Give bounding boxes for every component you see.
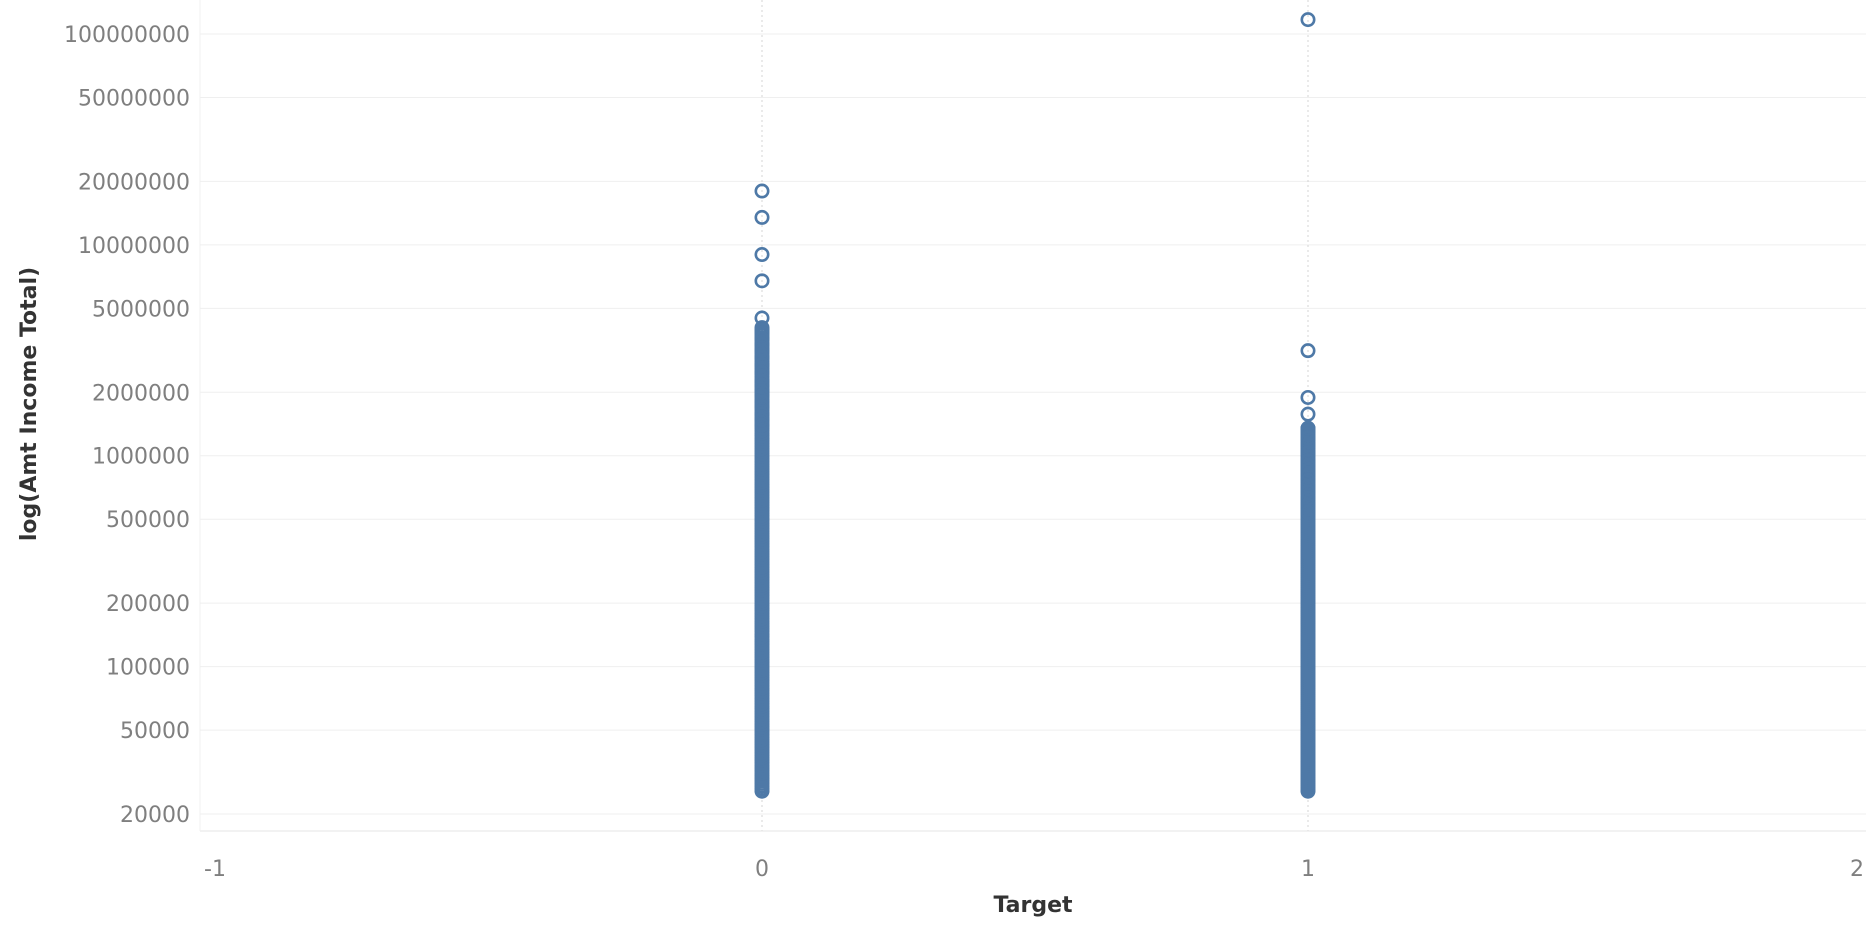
data-point [754, 343, 770, 359]
gridlines [200, 33, 1866, 815]
y-tick-label: 500000 [106, 508, 190, 533]
outlier-point [754, 209, 770, 225]
x-tick-label: 0 [755, 857, 769, 882]
y-tick-label: 50000 [120, 719, 190, 744]
outlier-point [1300, 343, 1316, 359]
data-point [1300, 457, 1316, 473]
y-tick-label: 2000000 [92, 381, 190, 406]
x-reference-lines [761, 0, 1309, 831]
y-tick-label: 100000 [106, 656, 190, 681]
data-point [1300, 497, 1316, 513]
y-axis-title: log(Amt Income Total) [17, 267, 42, 541]
outlier-point [754, 273, 770, 289]
series-x-1 [1300, 12, 1316, 799]
y-tick-label: 200000 [106, 592, 190, 617]
data-point [1300, 462, 1316, 478]
outlier-point [754, 247, 770, 263]
series-x-0 [754, 183, 770, 799]
outlier-point [1300, 12, 1316, 28]
data-points [754, 12, 1316, 799]
data-point [1300, 437, 1316, 453]
outlier-point [754, 183, 770, 199]
y-tick-labels: 100000000 50000000 20000000 10000000 5000000… [64, 23, 190, 828]
outlier-point [1300, 389, 1316, 405]
x-tick-label: -1 [204, 857, 226, 882]
data-point [1300, 504, 1316, 520]
x-tick-label: 1 [1301, 857, 1315, 882]
y-tick-label: 10000000 [78, 234, 190, 259]
data-point [754, 412, 770, 428]
data-point [1300, 453, 1316, 469]
y-tick-label: 50000000 [78, 86, 190, 111]
y-tick-label: 20000 [120, 803, 190, 828]
y-tick-label: 20000000 [78, 170, 190, 195]
data-point [754, 417, 770, 433]
x-axis-title: Target [993, 893, 1073, 918]
x-tick-label: 2 [1850, 857, 1864, 882]
data-point [1300, 490, 1316, 506]
y-tick-label: 5000000 [92, 297, 190, 322]
outlier-point [754, 310, 770, 326]
y-tick-label: 100000000 [64, 23, 190, 48]
data-point [754, 357, 770, 373]
data-point [754, 349, 770, 365]
data-point [1300, 467, 1316, 483]
data-point [1300, 430, 1316, 446]
data-point [754, 377, 770, 393]
y-tick-label: 1000000 [92, 445, 190, 470]
outlier-point [1300, 406, 1316, 422]
x-tick-labels: -1 0 1 2 [204, 857, 1864, 882]
